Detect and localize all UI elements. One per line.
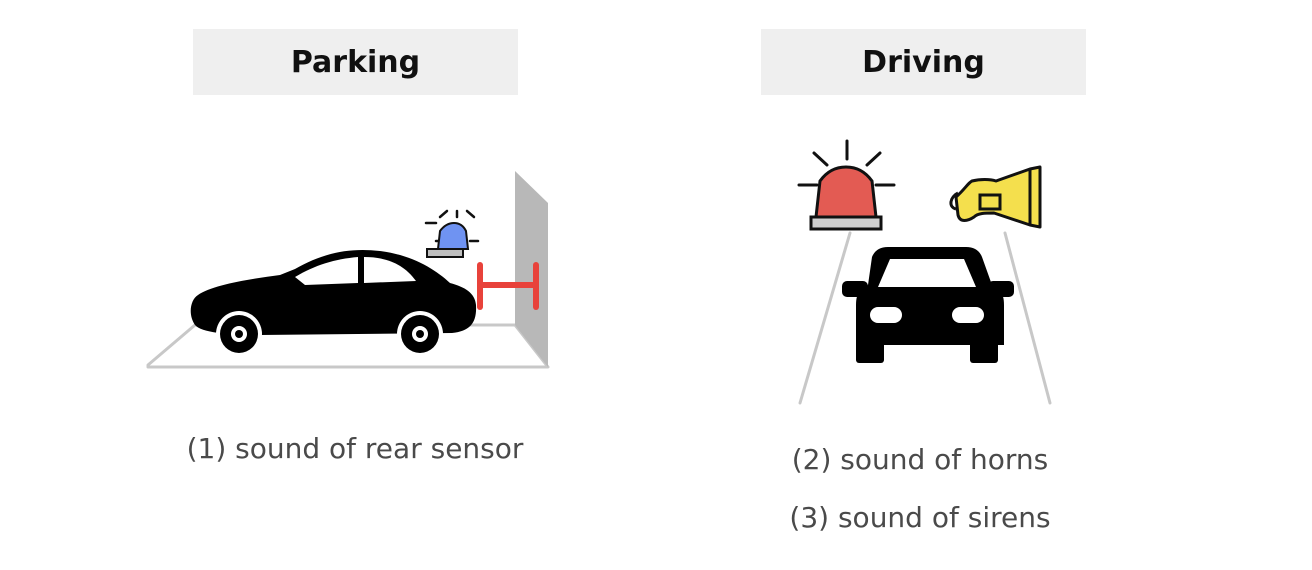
red-siren-icon xyxy=(797,139,896,231)
driving-header: Driving xyxy=(761,29,1086,95)
caption-horns: (2) sound of horns xyxy=(791,443,1049,476)
horn-icon xyxy=(949,165,1042,229)
caption-sirens: (3) sound of sirens xyxy=(789,501,1051,534)
parking-illustration xyxy=(146,171,550,369)
parking-title: Parking xyxy=(290,44,421,80)
road-icon xyxy=(798,231,1052,405)
blue-siren-icon xyxy=(424,209,480,258)
driving-title: Driving xyxy=(862,44,985,80)
parking-header: Parking xyxy=(193,29,518,95)
distance-marker-icon xyxy=(477,262,539,310)
car-front-icon xyxy=(842,247,1014,363)
driving-illustration xyxy=(797,139,1052,405)
caption-rear-sensor: (1) sound of rear sensor xyxy=(186,432,524,465)
wall-icon xyxy=(515,171,548,367)
car-side-icon xyxy=(190,249,477,357)
